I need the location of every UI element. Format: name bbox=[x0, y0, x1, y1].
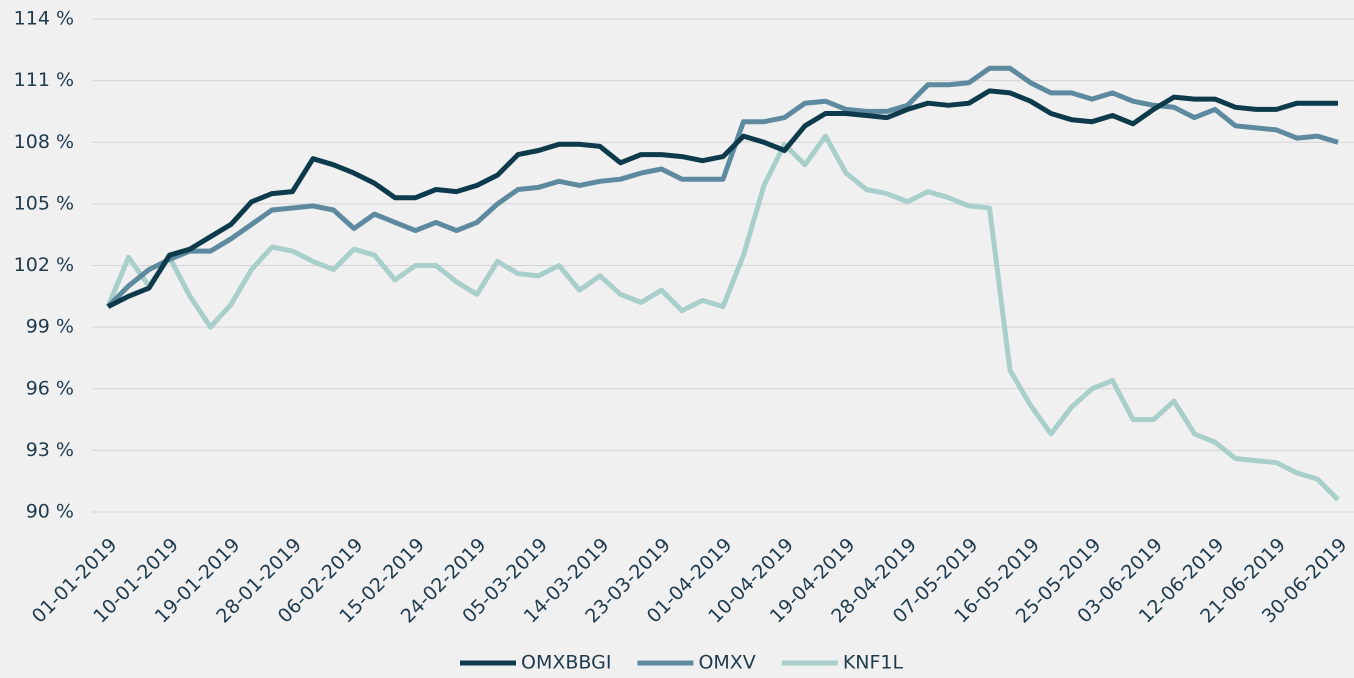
series-line bbox=[105, 133, 1340, 502]
y-tick-label: 90 % bbox=[26, 501, 74, 523]
legend-label: OMXBBGI bbox=[521, 652, 611, 674]
series-line bbox=[106, 88, 1338, 309]
y-tick-label: 93 % bbox=[26, 439, 74, 461]
y-tick-label: 111 % bbox=[14, 69, 74, 91]
y-tick-label: 102 % bbox=[14, 254, 74, 276]
y-tick-label: 108 % bbox=[14, 131, 74, 153]
series-line bbox=[106, 65, 1339, 309]
y-tick-label: 99 % bbox=[26, 316, 74, 338]
legend-label: OMXV bbox=[698, 652, 755, 674]
legend-label: KNF1L bbox=[843, 652, 904, 674]
y-tick-label: 114 % bbox=[14, 8, 74, 30]
y-tick-label: 96 % bbox=[26, 377, 74, 399]
y-tick-label: 105 % bbox=[14, 192, 74, 214]
